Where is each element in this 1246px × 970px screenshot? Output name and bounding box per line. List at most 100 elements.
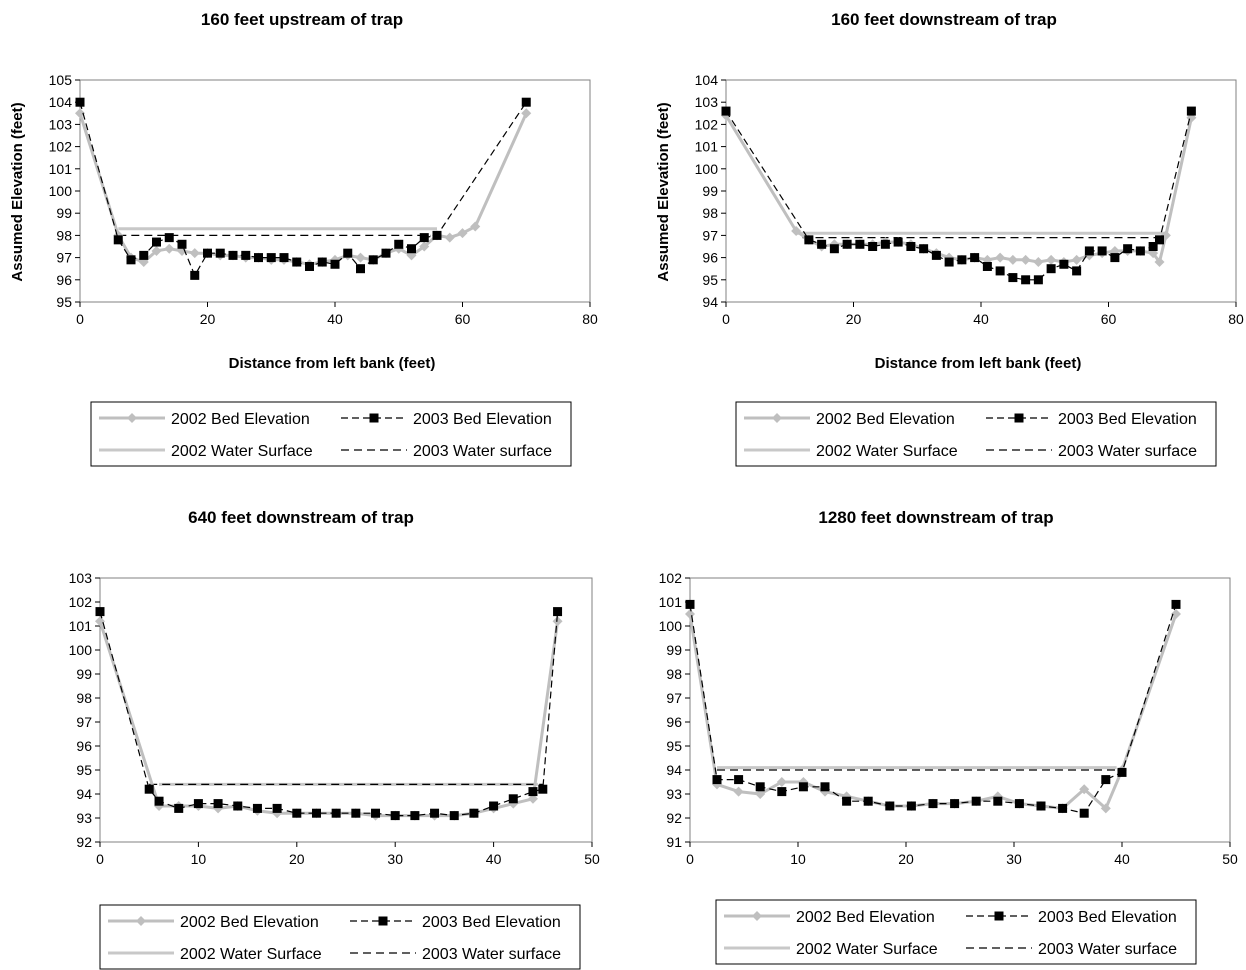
data-point xyxy=(982,261,992,271)
data-point xyxy=(355,252,366,263)
data-point xyxy=(880,239,890,249)
data-point xyxy=(817,239,827,249)
data-point xyxy=(820,782,830,792)
legend-marker xyxy=(127,413,137,423)
x-axis-title: Distance from left bank (feet) xyxy=(875,355,1082,372)
y-tick-label: 97 xyxy=(76,714,92,730)
x-tick-label: 60 xyxy=(455,311,471,327)
data-point xyxy=(829,244,839,254)
legend-label: 2002 Water Surface xyxy=(796,941,938,958)
data-point xyxy=(685,599,695,609)
data-point xyxy=(993,796,1003,806)
data-point xyxy=(798,782,808,792)
data-point xyxy=(919,244,929,254)
data-point xyxy=(1020,254,1031,265)
x-tick-label: 50 xyxy=(584,851,600,867)
data-point xyxy=(215,248,225,258)
data-point xyxy=(213,799,223,809)
data-point xyxy=(1046,254,1057,265)
x-axis-title: Distance from left bank (feet) xyxy=(229,355,436,372)
x-tick-label: 20 xyxy=(200,311,216,327)
y-tick-label: 101 xyxy=(69,618,93,634)
legend xyxy=(715,899,1197,965)
y-tick-label: 103 xyxy=(69,570,93,586)
data-point xyxy=(931,250,941,260)
data-point xyxy=(950,799,960,809)
data-point xyxy=(521,108,532,119)
data-point xyxy=(407,244,416,254)
legend xyxy=(90,401,572,467)
x-tick-label: 40 xyxy=(486,851,502,867)
data-point xyxy=(995,252,1006,263)
data-point xyxy=(203,248,212,258)
y-tick-label: 100 xyxy=(69,642,93,658)
data-point xyxy=(1079,808,1089,818)
x-tick-label: 20 xyxy=(289,851,305,867)
y-tick-label: 93 xyxy=(76,810,92,826)
data-point xyxy=(193,799,203,809)
y-tick-label: 92 xyxy=(666,810,682,826)
y-tick-label: 95 xyxy=(76,762,92,778)
data-point xyxy=(189,248,200,259)
data-point xyxy=(292,257,302,267)
data-point xyxy=(1014,799,1024,809)
data-point xyxy=(228,250,238,260)
y-tick-label: 99 xyxy=(702,183,718,199)
y-tick-label: 100 xyxy=(49,183,73,199)
data-point xyxy=(685,609,695,619)
y-tick-label: 97 xyxy=(666,690,682,706)
data-point xyxy=(1097,246,1107,256)
legend-label: 2002 Bed Elevation xyxy=(796,909,935,926)
data-point xyxy=(351,808,361,818)
data-point xyxy=(1135,246,1145,256)
y-tick-label: 96 xyxy=(56,272,72,288)
y-axis-title: Assumed Elevation (feet) xyxy=(9,102,26,281)
x-tick-label: 80 xyxy=(1228,311,1244,327)
y-tick-label: 104 xyxy=(695,72,719,88)
x-tick-label: 0 xyxy=(96,851,104,867)
x-tick-label: 80 xyxy=(582,311,598,327)
chart-title: 1280 feet downstream of trap xyxy=(818,508,1053,527)
legend-marker xyxy=(378,916,388,926)
chart-title: 160 feet downstream of trap xyxy=(831,10,1057,29)
data-point xyxy=(469,808,479,818)
legend-marker xyxy=(772,413,782,423)
data-point xyxy=(317,257,327,267)
y-tick-label: 99 xyxy=(76,666,92,682)
data-point xyxy=(1171,609,1181,619)
chart-panel-1: 160 feet upstream of trap Assumed Elevat… xyxy=(9,10,598,467)
data-point xyxy=(957,255,967,265)
legend-label: 2002 Bed Elevation xyxy=(816,411,955,428)
x-tick-label: 40 xyxy=(1114,851,1130,867)
data-point xyxy=(712,775,722,785)
plot-area xyxy=(689,577,1231,843)
data-point xyxy=(1186,106,1196,116)
data-point xyxy=(1071,254,1082,265)
data-point xyxy=(432,230,442,240)
data-point xyxy=(151,245,162,256)
y-tick-label: 104 xyxy=(49,94,73,110)
data-point xyxy=(233,801,243,811)
y-tick-label: 96 xyxy=(702,250,718,266)
y-tick-label: 105 xyxy=(49,72,73,88)
data-point xyxy=(721,106,731,116)
data-point xyxy=(449,811,459,821)
data-point xyxy=(190,270,200,280)
data-point xyxy=(885,801,895,811)
data-point xyxy=(330,259,340,269)
chart-title: 160 feet upstream of trap xyxy=(201,10,403,29)
data-point xyxy=(791,225,802,236)
legend-label: 2002 Water Surface xyxy=(180,946,322,963)
data-point xyxy=(1079,784,1090,795)
data-point xyxy=(776,777,787,787)
data-point xyxy=(311,808,321,818)
y-tick-label: 98 xyxy=(666,666,682,682)
data-point xyxy=(343,248,353,258)
chart-panel-3: 640 feet downstream of trap 92 93 94 95 96 97… xyxy=(69,508,600,970)
data-point xyxy=(139,250,149,260)
data-point xyxy=(995,266,1005,276)
data-point xyxy=(893,237,903,247)
y-tick-label: 96 xyxy=(666,714,682,730)
data-point xyxy=(733,786,744,797)
